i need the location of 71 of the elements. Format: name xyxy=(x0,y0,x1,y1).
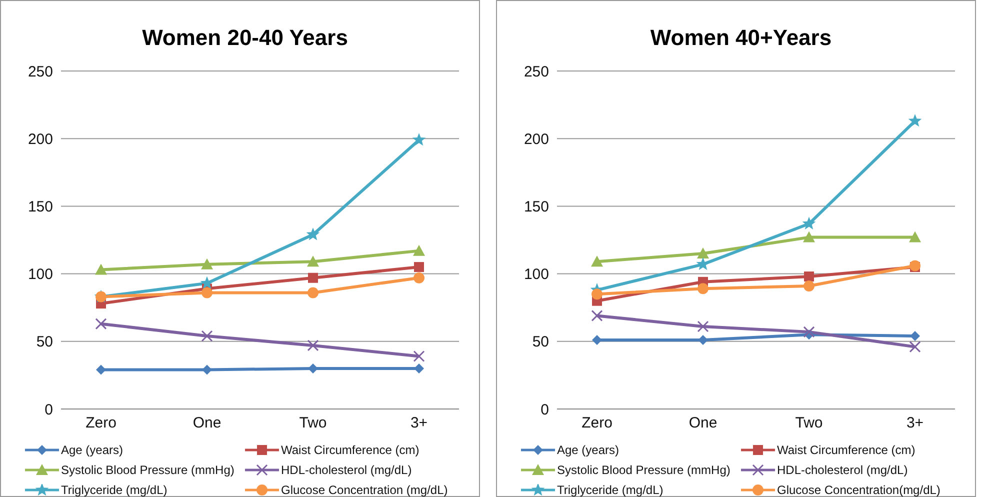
point xyxy=(95,318,107,330)
point xyxy=(414,272,424,284)
point xyxy=(697,248,709,259)
point xyxy=(698,283,708,294)
point xyxy=(414,363,424,374)
point xyxy=(803,231,815,242)
legend-label: Glucose Concentration (mg/dL) xyxy=(281,483,448,497)
point xyxy=(908,114,922,127)
y-tick-label: 150 xyxy=(28,198,53,216)
x-tick-label: Zero xyxy=(582,414,612,432)
point xyxy=(308,287,318,298)
legend-label: Systolic Blood Pressure (mmHg) xyxy=(61,463,234,477)
point xyxy=(592,335,602,346)
x-tick-label: Zero xyxy=(86,414,116,432)
y-tick-label: 50 xyxy=(36,334,53,351)
point xyxy=(202,364,212,375)
point xyxy=(307,340,319,352)
point xyxy=(804,272,814,282)
y-tick-label: 100 xyxy=(524,266,549,284)
legend-label: HDL-cholesterol (mg/dL) xyxy=(777,463,908,477)
x-tick-label: Two xyxy=(795,414,823,432)
x-tick-label: Two xyxy=(299,414,327,432)
legend-label: Triglyceride (mg/dL) xyxy=(557,483,664,497)
point xyxy=(95,264,107,275)
y-tick-label: 250 xyxy=(28,63,53,80)
y-tick-label: 0 xyxy=(540,401,549,418)
point xyxy=(307,256,319,267)
legend-label: Systolic Blood Pressure (mmHg) xyxy=(557,463,730,477)
y-tick-label: 100 xyxy=(28,266,53,284)
point xyxy=(201,330,213,342)
y-tick-label: 200 xyxy=(28,130,53,148)
point xyxy=(202,287,212,298)
point xyxy=(308,363,318,374)
point xyxy=(414,262,424,272)
point xyxy=(803,326,815,338)
point xyxy=(200,276,214,289)
y-tick-label: 200 xyxy=(524,130,549,148)
point xyxy=(909,231,921,242)
point xyxy=(804,280,814,292)
point xyxy=(591,256,603,267)
point xyxy=(96,364,106,375)
point xyxy=(591,310,603,322)
point xyxy=(697,320,709,332)
point xyxy=(802,216,816,230)
y-tick-label: 50 xyxy=(532,334,549,351)
chart-title: Women 40+Years xyxy=(649,25,833,51)
y-tick-label: 150 xyxy=(524,198,549,216)
x-tick-label: One xyxy=(688,414,718,432)
point xyxy=(413,350,425,362)
legend-label: Age (years) xyxy=(61,443,124,457)
point xyxy=(201,258,213,270)
point xyxy=(308,272,318,283)
point xyxy=(909,341,921,353)
legend-label: Age (years) xyxy=(557,443,620,457)
point xyxy=(412,132,426,146)
point xyxy=(910,330,920,341)
legend-label: Waist Circumference (cm) xyxy=(281,443,420,457)
x-tick-label: One xyxy=(192,414,222,432)
x-tick-label: 3+ xyxy=(906,414,924,432)
point xyxy=(306,228,320,240)
legend-label: Glucose Concentration(mg/dL) xyxy=(777,483,940,497)
chart-title: Women 20-40 Years xyxy=(141,25,349,51)
x-tick-label: 3+ xyxy=(410,414,428,432)
point xyxy=(413,244,425,256)
legend-label: Waist Circumference (cm) xyxy=(777,443,916,457)
point xyxy=(592,288,602,300)
y-tick-label: 250 xyxy=(524,63,549,80)
y-tick-label: 0 xyxy=(44,401,53,418)
point xyxy=(698,335,708,346)
legend-label: Triglyceride (mg/dL) xyxy=(61,483,168,497)
legend-label: HDL-cholesterol (mg/dL) xyxy=(281,463,412,477)
